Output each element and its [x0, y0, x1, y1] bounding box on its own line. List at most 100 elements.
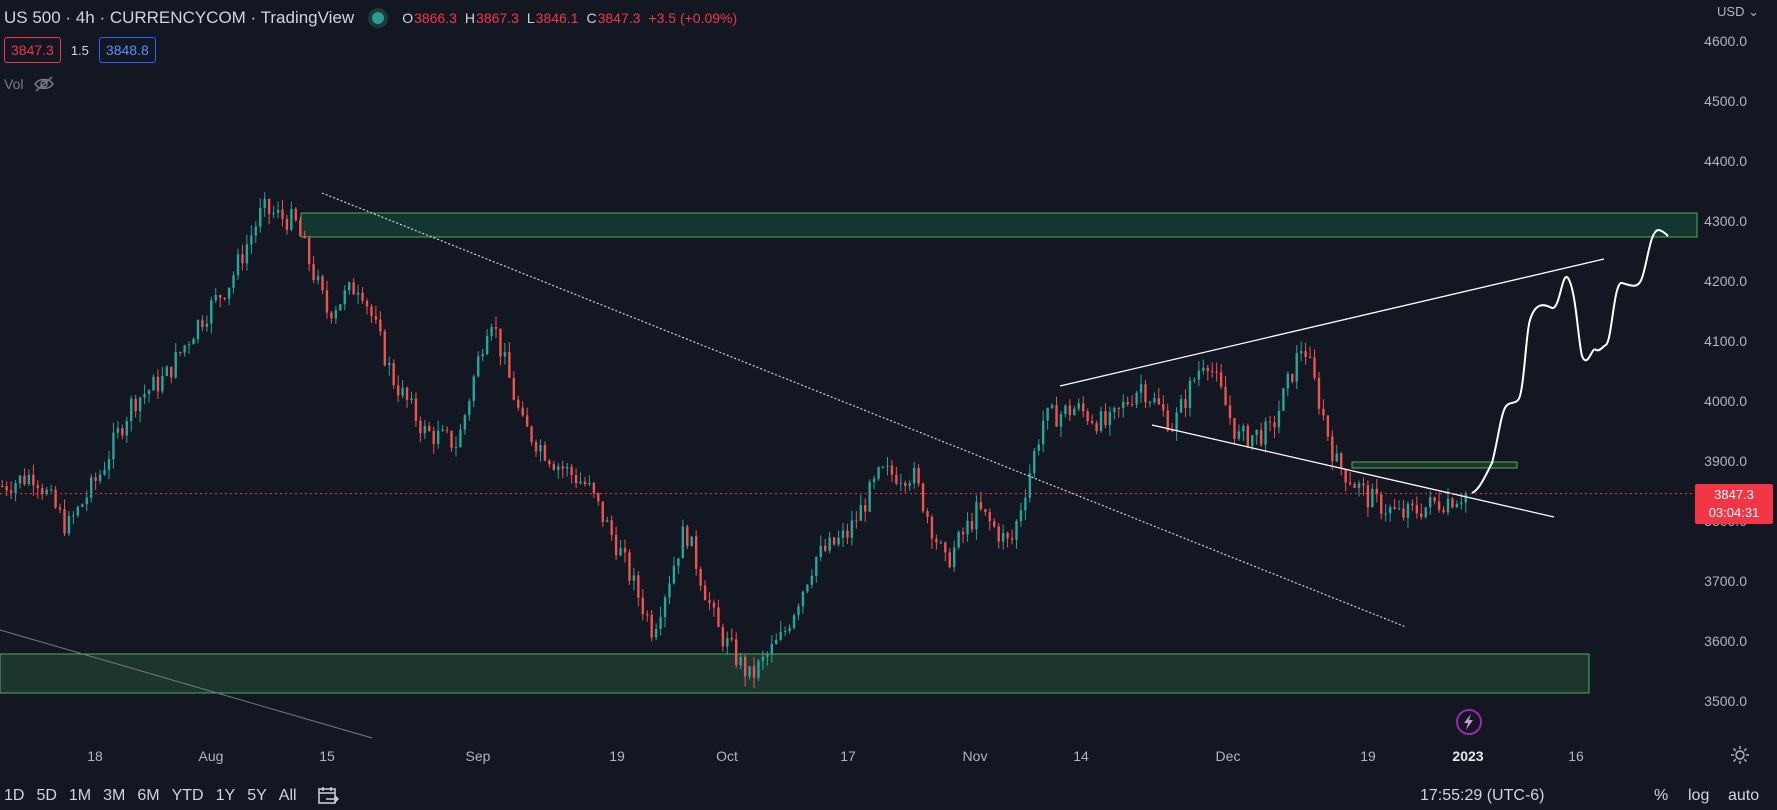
price-tick-label: 3900.0 — [1704, 453, 1747, 469]
candle-body — [1246, 425, 1249, 447]
candle-body — [432, 430, 435, 444]
candle-body — [592, 482, 596, 494]
candle-body — [1362, 483, 1365, 486]
candle-body — [299, 220, 302, 237]
candle-body — [1228, 405, 1232, 419]
candle-body — [343, 290, 346, 305]
candle-body — [263, 199, 266, 208]
candle-body — [752, 666, 756, 678]
buy-button[interactable]: 3848.8 — [98, 37, 156, 63]
auto-scale-toggle[interactable]: auto — [1728, 787, 1760, 804]
volume-indicator[interactable]: Vol — [4, 76, 55, 92]
candle-body — [530, 426, 533, 443]
candle-body — [294, 208, 298, 221]
zones — [0, 212, 1698, 694]
candle-body — [1001, 532, 1005, 542]
candle-body — [686, 526, 689, 547]
candle-body — [45, 489, 48, 494]
price-tick-label: 4100.0 — [1704, 333, 1747, 349]
candle-body — [1233, 418, 1236, 439]
candle-body — [694, 536, 698, 569]
range-5y[interactable]: 5Y — [247, 787, 267, 804]
candle-body — [512, 377, 515, 400]
settings-gear-icon[interactable] — [1729, 744, 1751, 766]
candle-body — [125, 421, 128, 436]
candle-body — [1188, 380, 1192, 408]
candle-body — [881, 466, 885, 468]
range-3m[interactable]: 3M — [103, 787, 126, 804]
timezone-clock[interactable]: 17:55:29 (UTC-6) — [1420, 787, 1545, 804]
range-1y[interactable]: 1Y — [215, 787, 236, 804]
range-6m[interactable]: 6M — [137, 787, 160, 804]
candle-body — [1193, 379, 1196, 381]
eye-hidden-icon[interactable] — [33, 76, 55, 92]
candle-body — [1437, 501, 1441, 510]
candle-body — [18, 475, 22, 484]
candle-body — [1371, 488, 1374, 508]
candle-body — [1264, 421, 1267, 445]
ohlc-high: H3867.3 — [464, 10, 519, 26]
candle-body — [348, 282, 351, 291]
candle-body — [1162, 404, 1165, 411]
candle-body — [797, 606, 800, 616]
candle-body — [717, 607, 720, 628]
candle-body — [690, 536, 693, 547]
time-tick-label: 16 — [1568, 748, 1584, 764]
market-status-icon[interactable] — [372, 12, 385, 24]
candle-body — [1388, 507, 1392, 514]
candle-body — [161, 375, 164, 392]
range-all[interactable]: All — [278, 787, 297, 804]
candle-body — [979, 502, 983, 510]
range-1m[interactable]: 1M — [68, 787, 92, 804]
percent-scale-toggle[interactable]: % — [1654, 787, 1669, 804]
candle-body — [205, 323, 209, 327]
zone-resistance — [300, 212, 1698, 238]
candle-body — [5, 486, 8, 491]
candle-body — [565, 466, 569, 469]
goto-date-calendar-icon[interactable] — [317, 786, 339, 806]
candle-body — [1433, 497, 1436, 502]
candle-body — [54, 489, 57, 508]
candle-body — [525, 415, 529, 427]
log-scale-toggle[interactable]: log — [1688, 787, 1710, 804]
candle-body — [819, 545, 822, 558]
price-tick-label: 4500.0 — [1704, 93, 1747, 109]
candle-body — [1055, 405, 1058, 427]
candle-body — [1397, 508, 1401, 510]
range-ytd[interactable]: YTD — [171, 787, 204, 804]
candle-body — [1037, 444, 1040, 451]
candle-body — [1046, 407, 1049, 421]
candle-body — [792, 615, 796, 629]
candle-body — [116, 428, 120, 433]
range-1d[interactable]: 1D — [4, 787, 25, 804]
candle-body — [583, 481, 587, 485]
range-5d[interactable]: 5D — [36, 787, 57, 804]
candle-body — [352, 282, 355, 295]
candle-body — [214, 295, 217, 301]
candle-body — [1340, 453, 1343, 469]
candle-body — [868, 482, 871, 512]
candle-body — [89, 477, 93, 498]
candle-body — [1108, 411, 1112, 426]
lightning-icon[interactable] — [1455, 708, 1483, 736]
candle-body — [597, 493, 600, 502]
candle-body — [1175, 412, 1178, 431]
candle-body — [121, 428, 124, 436]
symbol-title[interactable]: US 500 · 4h · CURRENCYCOM · TradingView — [4, 8, 355, 27]
candle-body — [961, 531, 965, 535]
currency-selector[interactable]: USD ⌄ — [1717, 4, 1759, 19]
candle-body — [757, 661, 760, 678]
candle-body — [730, 637, 733, 640]
sell-button[interactable]: 3847.3 — [4, 37, 61, 63]
candle-body — [388, 362, 391, 366]
candle-body — [383, 331, 386, 366]
candle-body — [250, 235, 253, 245]
candle-body — [1170, 430, 1174, 432]
candle-body — [192, 339, 195, 345]
candle-body — [410, 398, 413, 401]
candle-body — [1135, 392, 1138, 405]
candle-body — [921, 483, 925, 512]
time-tick-label: 14 — [1073, 748, 1089, 764]
candle-body — [970, 520, 974, 530]
